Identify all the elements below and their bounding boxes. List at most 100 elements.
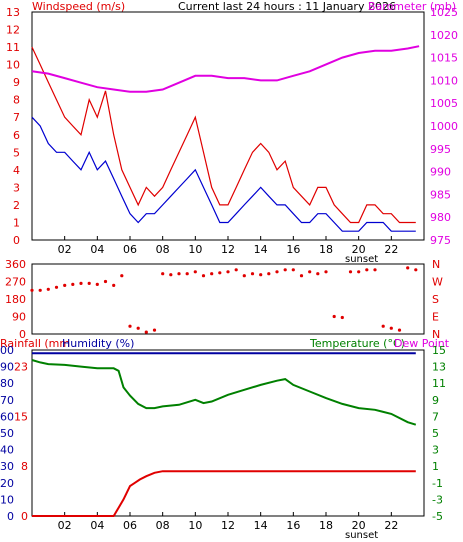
dir-point-47: [414, 268, 418, 272]
dir-point-32: [291, 268, 295, 272]
humidity-left-tick-9: 90: [0, 361, 14, 374]
direction-series: [30, 266, 418, 334]
dir-point-8: [95, 282, 99, 286]
dir-point-24: [226, 270, 230, 274]
rain-x-tick-2: 06: [123, 519, 137, 532]
temp-right-tick-0: -5: [432, 510, 443, 523]
direction-plot-frame: [31, 263, 425, 335]
rain-x-tick-3: 08: [156, 519, 170, 532]
dir-point-17: [169, 273, 173, 277]
dir-point-22: [210, 272, 214, 276]
dir-point-42: [373, 268, 377, 272]
dir-point-46: [406, 266, 410, 270]
rain-plot-frame: [31, 349, 425, 517]
rain-x-tick-10: 22: [384, 519, 398, 532]
wind-series-line-1: [31, 116, 416, 232]
dir-point-11: [120, 274, 124, 278]
dir-left-tick-2: 180: [5, 293, 26, 306]
dir-point-4: [63, 283, 67, 287]
sunset-label-top: sunset: [345, 254, 378, 265]
dir-point-23: [218, 271, 222, 275]
dir-point-31: [283, 268, 287, 272]
wind-x-tick-3: 08: [156, 243, 170, 256]
dir-right-tick-3: W: [432, 276, 443, 289]
baro-right-tick-5: 1000: [430, 120, 458, 133]
rain-x-tick-5: 12: [221, 519, 235, 532]
humidity-left-tick-0: 0: [7, 510, 14, 523]
wind-left-tick-5: 5: [13, 146, 20, 159]
wind-x-tick-6: 14: [254, 243, 268, 256]
rain-left-tick-0: 0: [21, 510, 28, 523]
rain-left-tick-1: 8: [21, 460, 28, 473]
rain-series: [31, 352, 417, 517]
temp-right-tick-2: -1: [432, 477, 443, 490]
dir-point-9: [103, 279, 108, 284]
humidity-left-tick-4: 40: [0, 444, 14, 457]
baro-right-tick-7: 1010: [430, 74, 458, 87]
wind-left-tick-10: 10: [6, 59, 20, 72]
baro-right-tick-0: 975: [430, 234, 451, 247]
dir-point-41: [365, 268, 369, 272]
current-title: Current last 24 hours : 11 January 2026: [178, 0, 396, 13]
rainfall-label: Rainfall (mm: [0, 337, 70, 350]
dir-point-40: [357, 270, 361, 274]
dir-point-13: [136, 326, 140, 330]
rain-left-tick-2: 15: [14, 410, 28, 423]
humidity-left-tick-1: 10: [0, 493, 14, 506]
dir-point-28: [259, 273, 263, 277]
baro-right-tick-10: 1025: [430, 6, 458, 19]
wind-left-tick-8: 8: [13, 94, 20, 107]
dir-point-19: [185, 272, 189, 276]
sunset-label-bottom: sunset: [345, 530, 378, 541]
dir-point-15: [152, 328, 157, 332]
dir-right-tick-2: S: [432, 293, 439, 306]
dir-point-39: [348, 270, 353, 274]
dir-point-0: [30, 288, 34, 292]
dir-point-3: [54, 285, 59, 289]
humidity-left-tick-7: 70: [0, 394, 14, 407]
wind-x-tick-10: 22: [384, 243, 398, 256]
baro-right-tick-8: 1015: [430, 52, 458, 65]
wind-x-axis: 02 04 06 08 10 12 14 16 18 20 22: [58, 236, 398, 256]
humidity-left-tick-5: 50: [0, 427, 14, 440]
temperature-label: Temperature (°C): [309, 337, 405, 350]
dir-point-10: [112, 283, 116, 287]
temp-right-tick-4: 3: [432, 444, 439, 457]
temp-right-tick-10: 15: [432, 344, 446, 357]
dir-point-44: [389, 326, 393, 330]
wind-x-tick-8: 18: [319, 243, 333, 256]
humidity-left-tick-3: 30: [0, 460, 14, 473]
temp-right-tick-5: 5: [432, 427, 439, 440]
rain-series-line-2: [32, 470, 416, 517]
barometer-right-axis: 975 980 985 990 995 1000 1005 1010 1015 1020 1025: [430, 6, 458, 247]
baro-right-tick-6: 1005: [430, 97, 458, 110]
windspeed-label: Windspeed (m/s): [32, 0, 125, 13]
dir-point-6: [79, 281, 83, 285]
wind-left-tick-2: 2: [13, 199, 20, 212]
baro-right-tick-1: 980: [430, 211, 451, 224]
dir-point-2: [46, 287, 50, 291]
wind-left-tick-11: 11: [6, 41, 20, 54]
dir-point-18: [177, 272, 181, 276]
dir-point-14: [144, 330, 148, 334]
wind-x-tick-5: 12: [221, 243, 235, 256]
dir-point-16: [161, 272, 165, 276]
baro-right-tick-2: 985: [430, 188, 451, 201]
rain-x-tick-4: 10: [188, 519, 202, 532]
dir-right-tick-4: N: [432, 258, 440, 271]
wind-left-tick-0: 0: [13, 234, 20, 247]
dir-point-21: [201, 274, 206, 278]
wind-x-tick-2: 06: [123, 243, 137, 256]
temp-right-tick-7: 9: [432, 394, 439, 407]
dir-point-20: [193, 270, 197, 274]
wind-series-line-0: [31, 46, 416, 224]
dir-point-12: [128, 324, 132, 328]
wind-left-tick-13: 13: [6, 6, 20, 19]
temp-right-tick-3: 1: [432, 460, 439, 473]
